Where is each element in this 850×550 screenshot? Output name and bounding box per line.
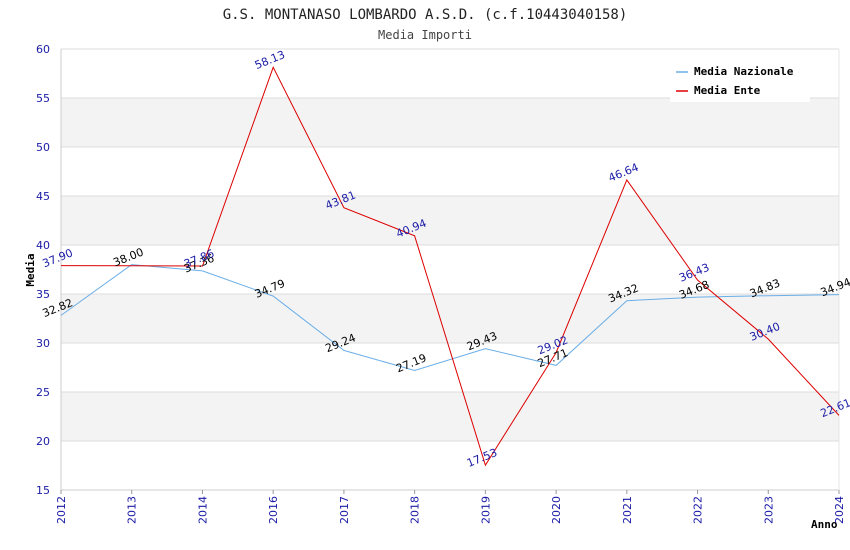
series-line-media-nazionale [60, 264, 840, 372]
grid-band [61, 441, 839, 490]
x-tick-label: 2021 [621, 496, 634, 524]
legend-label-nazionale: Media Nazionale [694, 65, 794, 78]
y-tick-label: 35 [36, 288, 50, 301]
x-tick-label: 2024 [833, 496, 846, 524]
legend-background [670, 58, 810, 102]
y-tick-label: 60 [36, 43, 50, 56]
grid-band [61, 294, 839, 343]
y-tick-label: 20 [36, 435, 50, 448]
chart-title: G.S. MONTANASO LOMBARDO A.S.D. (c.f.1044… [223, 7, 628, 23]
x-tick-label: 2018 [409, 496, 422, 524]
x-tick-label: 2022 [692, 496, 705, 524]
grid-bands [61, 49, 839, 490]
y-tick-label: 25 [36, 386, 50, 399]
y-tick-label: 55 [36, 92, 50, 105]
x-tick-label: 2019 [479, 496, 492, 524]
x-axis-title: Anno [811, 518, 838, 531]
grid-band [61, 98, 839, 147]
y-axis-title: Media [24, 253, 37, 286]
grid-band [61, 147, 839, 196]
grid-band [61, 392, 839, 441]
x-axis-ticks: 2012 2013 2014 2016 2017 2018 2019 2020 2021 2022… [55, 490, 846, 524]
y-tick-label: 50 [36, 141, 50, 154]
x-tick-label: 2014 [196, 496, 209, 524]
y-tick-label: 15 [36, 484, 50, 497]
y-axis-ticks: 15 20 25 30 35 40 45 50 55 60 [36, 43, 50, 497]
legend: Media Nazionale Media Ente [670, 58, 810, 102]
x-tick-label: 2020 [550, 496, 563, 524]
x-tick-label: 2017 [338, 496, 351, 524]
chart-subtitle: Media Importi [378, 28, 472, 42]
y-tick-label: 45 [36, 190, 50, 203]
series-lines [60, 66, 840, 467]
legend-label-ente: Media Ente [694, 84, 761, 97]
x-tick-label: 2013 [126, 496, 139, 524]
series-line-media-ente [60, 66, 840, 467]
y-tick-label: 30 [36, 337, 50, 350]
y-tick-label: 40 [36, 239, 50, 252]
grid-band [61, 196, 839, 245]
x-tick-label: 2012 [55, 496, 68, 524]
gridlines [61, 48, 839, 491]
axes [60, 49, 840, 491]
grid-band [61, 245, 839, 294]
x-tick-label: 2023 [762, 496, 775, 524]
x-tick-label: 2016 [267, 496, 280, 524]
